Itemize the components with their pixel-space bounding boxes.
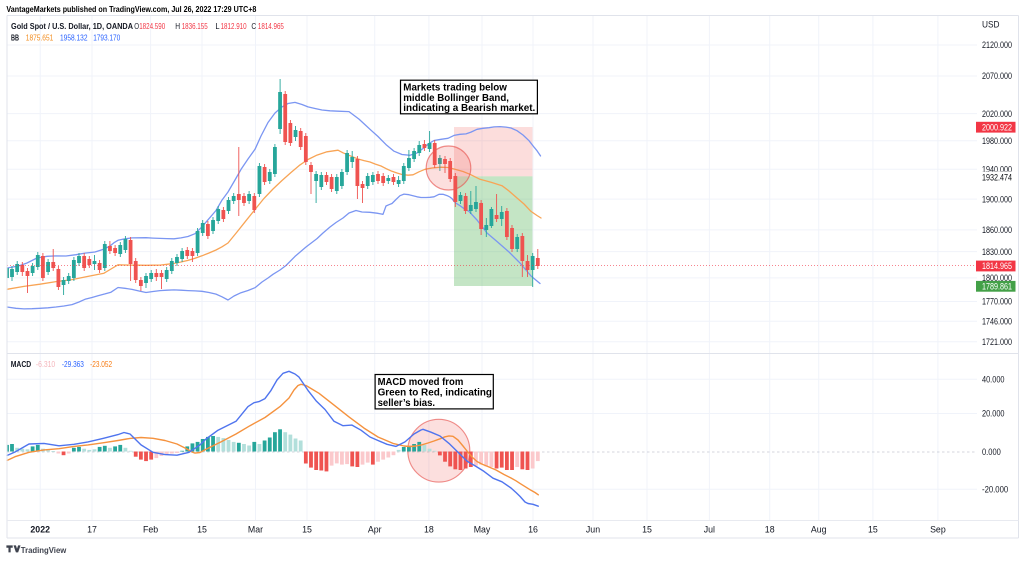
svg-text:Aug: Aug [811, 525, 827, 535]
svg-text:1932.474: 1932.474 [982, 172, 1012, 182]
svg-text:2070.000: 2070.000 [982, 71, 1012, 81]
svg-text:-29.363: -29.363 [62, 360, 84, 369]
svg-text:18: 18 [765, 525, 775, 535]
svg-text:1814.965: 1814.965 [982, 261, 1012, 271]
svg-text:18: 18 [424, 525, 434, 535]
svg-text:2000.922: 2000.922 [982, 122, 1012, 132]
svg-text:-20.000: -20.000 [982, 485, 1008, 495]
svg-text:15: 15 [197, 525, 207, 535]
svg-text:2022: 2022 [30, 525, 50, 535]
svg-text:1860.000: 1860.000 [982, 225, 1012, 235]
svg-text:1940.000: 1940.000 [982, 165, 1012, 175]
svg-text:seller’s bias.: seller’s bias. [378, 398, 436, 409]
svg-text:15: 15 [868, 525, 878, 535]
svg-text:40.000: 40.000 [982, 375, 1005, 385]
svg-text:H: H [175, 22, 180, 31]
svg-text:TradingView: TradingView [21, 545, 67, 555]
svg-text:15: 15 [302, 525, 312, 535]
svg-text:1830.000: 1830.000 [982, 247, 1012, 257]
svg-text:Feb: Feb [143, 525, 158, 535]
svg-text:MACD: MACD [11, 360, 32, 369]
svg-text:1958.132: 1958.132 [60, 33, 88, 42]
svg-text:1900.000: 1900.000 [982, 194, 1012, 204]
svg-text:MACD moved from: MACD moved from [378, 377, 464, 388]
svg-text:15: 15 [642, 525, 652, 535]
svg-text:indicating a Bearish market.: indicating a Bearish market. [403, 103, 535, 114]
svg-text:-6.310: -6.310 [36, 360, 56, 369]
svg-text:1793.170: 1793.170 [93, 33, 121, 42]
svg-text:1836.155: 1836.155 [182, 22, 208, 31]
svg-text:1789.861: 1789.861 [982, 282, 1012, 292]
svg-text:17: 17 [87, 525, 97, 535]
svg-text:VantageMarkets published on Tr: VantageMarkets published on TradingView.… [6, 4, 256, 14]
svg-text:1980.000: 1980.000 [982, 136, 1012, 146]
svg-text:May: May [474, 525, 491, 535]
svg-text:Mar: Mar [248, 525, 263, 535]
svg-text:1812.910: 1812.910 [221, 22, 247, 31]
svg-text:Apr: Apr [368, 525, 382, 535]
svg-text:1800.000: 1800.000 [982, 273, 1012, 283]
svg-text:Gold Spot / U.S. Dollar, 1D, O: Gold Spot / U.S. Dollar, 1D, OANDA [11, 22, 133, 31]
svg-text:Sep: Sep [930, 525, 946, 535]
svg-text:-23.052: -23.052 [90, 360, 112, 369]
svg-text:BB: BB [11, 33, 19, 42]
svg-text:O: O [134, 22, 139, 31]
svg-text:Jul: Jul [704, 525, 715, 535]
svg-text:USD: USD [982, 20, 1000, 30]
svg-text:2120.000: 2120.000 [982, 40, 1012, 50]
svg-text:16: 16 [528, 525, 538, 535]
svg-text:1875.651: 1875.651 [26, 33, 54, 42]
svg-text:1721.000: 1721.000 [982, 337, 1012, 347]
svg-text:Jun: Jun [586, 525, 600, 535]
svg-text:0.000: 0.000 [982, 447, 1001, 457]
svg-text:1824.590: 1824.590 [139, 22, 165, 31]
svg-text:Green to Red, indicating: Green to Red, indicating [378, 388, 492, 399]
svg-text:C: C [251, 22, 256, 31]
svg-text:20.000: 20.000 [982, 409, 1005, 419]
svg-text:1814.965: 1814.965 [258, 22, 284, 31]
svg-text:2020.000: 2020.000 [982, 109, 1012, 119]
svg-text:L: L [215, 22, 220, 31]
svg-text:Markets trading below: Markets trading below [403, 83, 507, 94]
svg-text:1770.000: 1770.000 [982, 297, 1012, 307]
svg-text:middle Bollinger Band,: middle Bollinger Band, [403, 93, 509, 104]
svg-text:1746.000: 1746.000 [982, 317, 1012, 327]
